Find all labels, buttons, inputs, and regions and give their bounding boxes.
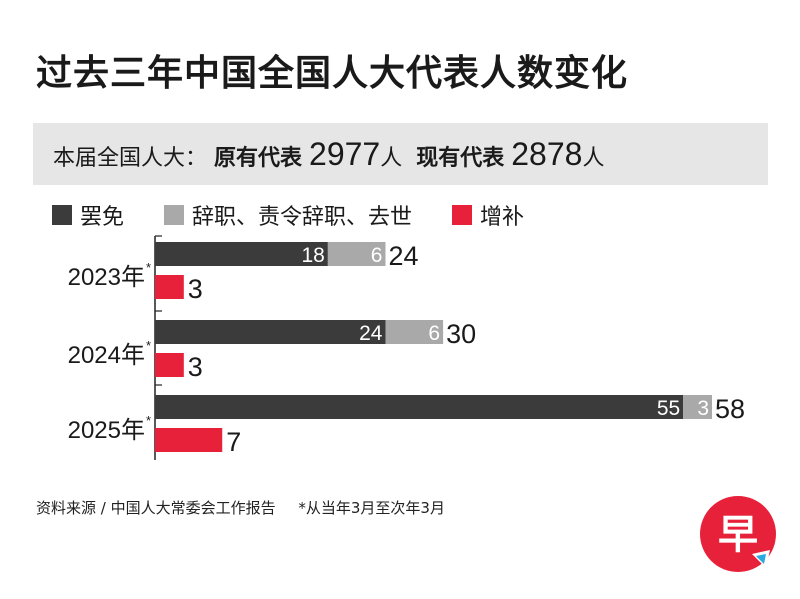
total-label: 3 — [188, 352, 203, 382]
data-label: 6 — [428, 322, 440, 345]
bar-segment — [155, 275, 184, 299]
original-value: 2977 — [309, 136, 381, 172]
subtitle: 本届全国人大： 原有代表 2977人 现有代表 2878人 — [53, 136, 604, 177]
chart-title: 过去三年中国全国人大代表人数变化 — [36, 53, 629, 94]
logo-glyph: 早 — [718, 512, 758, 558]
legend-item-added: 增补 — [452, 199, 524, 231]
current-value: 2878 — [511, 136, 583, 172]
category-label: 2024年 — [68, 342, 145, 369]
total-label: 30 — [446, 319, 476, 349]
bar-segment — [683, 395, 712, 419]
source-text: 资料来源 / 中国人大常委会工作报告 — [36, 499, 276, 517]
total-label: 58 — [715, 394, 745, 424]
total-label: 7 — [226, 427, 241, 457]
legend-swatch — [52, 205, 72, 225]
bar-segment — [327, 242, 386, 266]
total-label: 3 — [188, 274, 203, 304]
legend-label: 增补 — [480, 205, 525, 230]
data-label: 18 — [302, 244, 325, 267]
category-label-asterisk: * — [146, 413, 151, 428]
legend-swatch — [452, 205, 473, 225]
legend-swatch — [164, 205, 185, 225]
source-note: *从当年3月至次年3月 — [298, 499, 445, 517]
legend-item-resigned: 辞职、责令辞职、去世 — [164, 199, 412, 231]
category-label-asterisk: * — [146, 338, 151, 353]
current-label: 现有代表 — [416, 146, 505, 171]
original-label: 原有代表 — [214, 146, 303, 171]
bar-segment — [155, 320, 386, 344]
subtitle-band — [33, 123, 768, 185]
bar-segment — [155, 395, 684, 419]
subtitle-prefix: 本届全国人大： — [53, 146, 208, 171]
bar-segment — [155, 242, 328, 266]
data-label: 24 — [359, 322, 383, 345]
bar-segment — [155, 353, 184, 377]
source-line: 资料来源 / 中国人大常委会工作报告 *从当年3月至次年3月 — [36, 497, 445, 518]
category-label: 2023年 — [68, 264, 145, 291]
original-unit: 人 — [380, 146, 403, 171]
total-label: 24 — [388, 241, 418, 271]
legend-item-dismissed: 罢免 — [52, 199, 124, 231]
legend: 罢免 辞职、责令辞职、去世 增补 — [52, 200, 564, 230]
category-label: 2025年 — [68, 417, 145, 444]
zaobao-logo-icon: 早 — [700, 496, 776, 572]
data-label: 55 — [657, 397, 680, 420]
legend-label: 罢免 — [80, 205, 125, 230]
data-label: 3 — [697, 397, 709, 420]
bar-segment — [385, 320, 444, 344]
category-label-asterisk: * — [146, 260, 151, 275]
current-unit: 人 — [582, 146, 605, 171]
data-label: 6 — [371, 244, 383, 267]
bar-segment — [155, 428, 223, 452]
legend-label: 辞职、责令辞职、去世 — [192, 205, 413, 230]
